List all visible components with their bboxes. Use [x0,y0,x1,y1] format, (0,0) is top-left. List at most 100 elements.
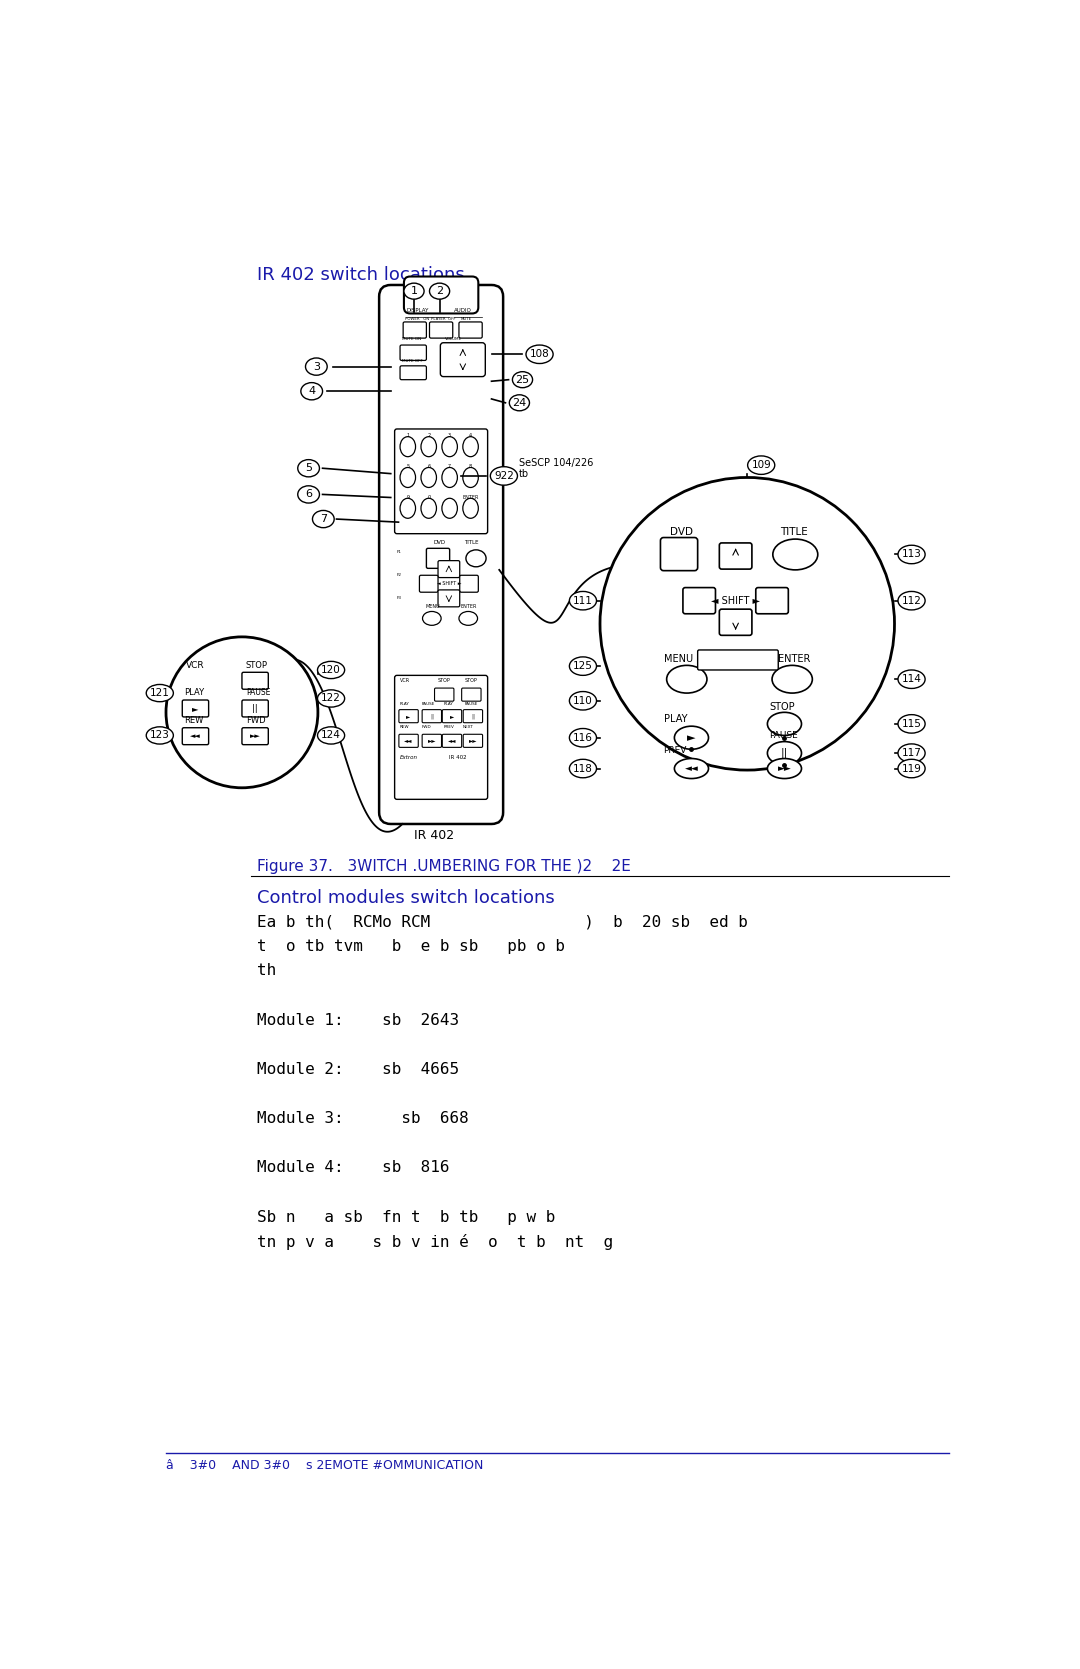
Text: ◄◄: ◄◄ [685,764,699,773]
FancyBboxPatch shape [756,587,788,614]
Circle shape [600,477,894,769]
Ellipse shape [490,467,517,486]
Ellipse shape [526,345,553,364]
Text: 6: 6 [428,464,430,469]
FancyBboxPatch shape [400,366,427,379]
Text: ENTER: ENTER [779,654,811,664]
Text: VOLUME: VOLUME [445,337,462,342]
Text: PAUSE: PAUSE [422,701,435,706]
Text: ►: ► [192,704,199,713]
Ellipse shape [569,691,596,709]
Text: 7: 7 [448,464,451,469]
Text: MUTE: MUTE [460,317,472,322]
Ellipse shape [421,499,436,519]
Text: SeSCP 104/226: SeSCP 104/226 [518,457,593,467]
FancyBboxPatch shape [430,322,453,339]
Text: VCR: VCR [400,678,410,683]
Ellipse shape [318,726,345,744]
Text: 111: 111 [573,596,593,606]
Text: MENU: MENU [663,654,692,664]
Text: t  o tb tvm   b  e b sb   pb o b: t o tb tvm b e b sb pb o b [257,938,566,953]
Ellipse shape [463,499,478,519]
Text: IR 402 switch locations: IR 402 switch locations [257,265,465,284]
Text: 108: 108 [529,349,550,359]
Text: Sb n   a sb  fn t  b tb   p w b: Sb n a sb fn t b tb p w b [257,1210,556,1225]
Ellipse shape [666,666,707,693]
Ellipse shape [312,511,334,527]
Ellipse shape [772,666,812,693]
Text: Figure 37.   3WITCH .UMBERING FOR THE )2    2E: Figure 37. 3WITCH .UMBERING FOR THE )2 2… [257,858,632,873]
Ellipse shape [897,546,926,564]
Text: PREV: PREV [663,746,687,754]
Ellipse shape [306,357,327,376]
Ellipse shape [146,726,174,744]
Ellipse shape [400,499,416,519]
Ellipse shape [463,437,478,457]
Text: Control modules switch locations: Control modules switch locations [257,890,555,908]
FancyBboxPatch shape [438,589,460,608]
Text: 922: 922 [494,471,514,481]
Text: 1: 1 [406,434,409,439]
FancyBboxPatch shape [419,576,438,592]
Text: 7: 7 [320,514,327,524]
Text: Module 4:    sb  816: Module 4: sb 816 [257,1160,450,1175]
Text: PAUSE: PAUSE [464,701,477,706]
Ellipse shape [465,549,486,567]
Text: 0: 0 [428,496,430,501]
FancyBboxPatch shape [719,542,752,569]
FancyBboxPatch shape [422,734,442,748]
FancyBboxPatch shape [463,709,483,723]
Ellipse shape [421,437,436,457]
Text: STOP: STOP [246,661,268,669]
Text: PLAY: PLAY [184,688,204,698]
Text: ◄ SHIFT ►: ◄ SHIFT ► [711,596,760,606]
Text: 113: 113 [902,549,921,559]
Ellipse shape [897,669,926,688]
Ellipse shape [747,456,774,474]
Text: TITLE: TITLE [780,527,808,537]
Text: REW: REW [400,724,409,729]
Text: ◄ SHIFT ►: ◄ SHIFT ► [436,581,461,586]
Text: 5: 5 [306,464,312,474]
Ellipse shape [400,467,416,487]
Text: MENU: MENU [426,604,441,609]
Text: 3: 3 [313,362,320,372]
Text: 117: 117 [902,748,921,758]
Text: 6: 6 [306,489,312,499]
FancyBboxPatch shape [438,561,460,577]
FancyBboxPatch shape [403,322,427,339]
Text: ►►: ►► [249,733,260,739]
Text: 114: 114 [902,674,921,684]
Text: Module 3:      sb  668: Module 3: sb 668 [257,1112,469,1127]
Text: DISPLAY: DISPLAY [406,307,429,312]
Text: 24: 24 [512,397,527,407]
FancyBboxPatch shape [461,688,481,701]
Ellipse shape [318,689,345,708]
Text: PLAYER  OFF: PLAYER OFF [431,317,456,322]
FancyBboxPatch shape [399,734,418,748]
Ellipse shape [459,611,477,626]
Text: Extron: Extron [400,754,418,759]
FancyBboxPatch shape [379,285,503,824]
Text: ►: ► [450,714,454,719]
Text: â    3#0    AND 3#0    s 2EMOTE #OMMUNICATION: â 3#0 AND 3#0 s 2EMOTE #OMMUNICATION [166,1459,484,1472]
Text: th: th [257,963,276,978]
Text: PAUSE: PAUSE [769,731,798,739]
Text: PLAY: PLAY [400,701,410,706]
Ellipse shape [569,658,596,676]
Text: REW: REW [184,716,203,724]
Text: 25: 25 [515,374,529,384]
FancyBboxPatch shape [399,709,418,723]
Ellipse shape [442,467,458,487]
Ellipse shape [773,539,818,569]
Text: Ea b th(  RCMo RCM                )  b  20 sb  ed b: Ea b th( RCMo RCM ) b 20 sb ed b [257,915,748,930]
Ellipse shape [404,284,424,299]
Ellipse shape [298,459,320,477]
Text: FWD: FWD [246,716,266,724]
Text: IR 402: IR 402 [449,754,467,759]
Text: ◄◄: ◄◄ [448,738,456,743]
Text: 125: 125 [573,661,593,671]
Text: PREV: PREV [444,724,455,729]
FancyBboxPatch shape [427,549,449,569]
Text: ►►: ►► [778,764,792,773]
